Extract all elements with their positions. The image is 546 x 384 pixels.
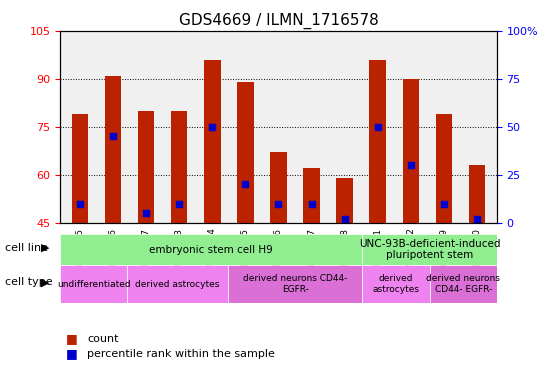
Text: embryonic stem cell H9: embryonic stem cell H9: [150, 245, 273, 255]
Text: percentile rank within the sample: percentile rank within the sample: [87, 349, 275, 359]
Point: [175, 200, 183, 207]
Point: [307, 200, 316, 207]
Bar: [237, 82, 254, 223]
FancyBboxPatch shape: [127, 265, 228, 303]
Bar: [370, 60, 386, 223]
Text: derived neurons CD44-
EGFR-: derived neurons CD44- EGFR-: [243, 275, 347, 294]
Point: [208, 124, 217, 130]
FancyBboxPatch shape: [363, 265, 430, 303]
Point: [440, 200, 448, 207]
Point: [142, 210, 151, 216]
Bar: [468, 165, 485, 223]
Bar: [303, 168, 320, 223]
Text: derived astrocytes: derived astrocytes: [135, 280, 220, 289]
Point: [373, 124, 382, 130]
Text: undifferentiated: undifferentiated: [57, 280, 130, 289]
FancyBboxPatch shape: [60, 234, 363, 265]
Bar: [138, 111, 155, 223]
FancyBboxPatch shape: [60, 265, 127, 303]
Bar: [72, 114, 88, 223]
Text: ■: ■: [66, 332, 78, 345]
Bar: [204, 60, 221, 223]
Text: count: count: [87, 334, 119, 344]
Point: [109, 133, 117, 139]
Text: UNC-93B-deficient-induced
pluripotent stem: UNC-93B-deficient-induced pluripotent st…: [359, 239, 501, 260]
Point: [241, 181, 250, 187]
Bar: [336, 178, 353, 223]
Text: derived
astrocytes: derived astrocytes: [372, 275, 419, 294]
Bar: [436, 114, 452, 223]
Text: cell line: cell line: [5, 243, 49, 253]
Text: ▶: ▶: [41, 277, 50, 287]
Bar: [105, 76, 121, 223]
FancyBboxPatch shape: [228, 265, 363, 303]
Text: ▶: ▶: [41, 243, 50, 253]
Title: GDS4669 / ILMN_1716578: GDS4669 / ILMN_1716578: [179, 13, 378, 29]
Bar: [402, 79, 419, 223]
FancyBboxPatch shape: [430, 265, 497, 303]
Point: [406, 162, 415, 168]
Text: ■: ■: [66, 347, 78, 360]
Point: [274, 200, 283, 207]
Bar: [171, 111, 187, 223]
Point: [340, 216, 349, 222]
Text: derived neurons
CD44- EGFR-: derived neurons CD44- EGFR-: [426, 275, 500, 294]
Text: cell type: cell type: [5, 277, 53, 287]
FancyBboxPatch shape: [363, 234, 497, 265]
Bar: [270, 152, 287, 223]
Point: [473, 216, 482, 222]
Point: [75, 200, 84, 207]
